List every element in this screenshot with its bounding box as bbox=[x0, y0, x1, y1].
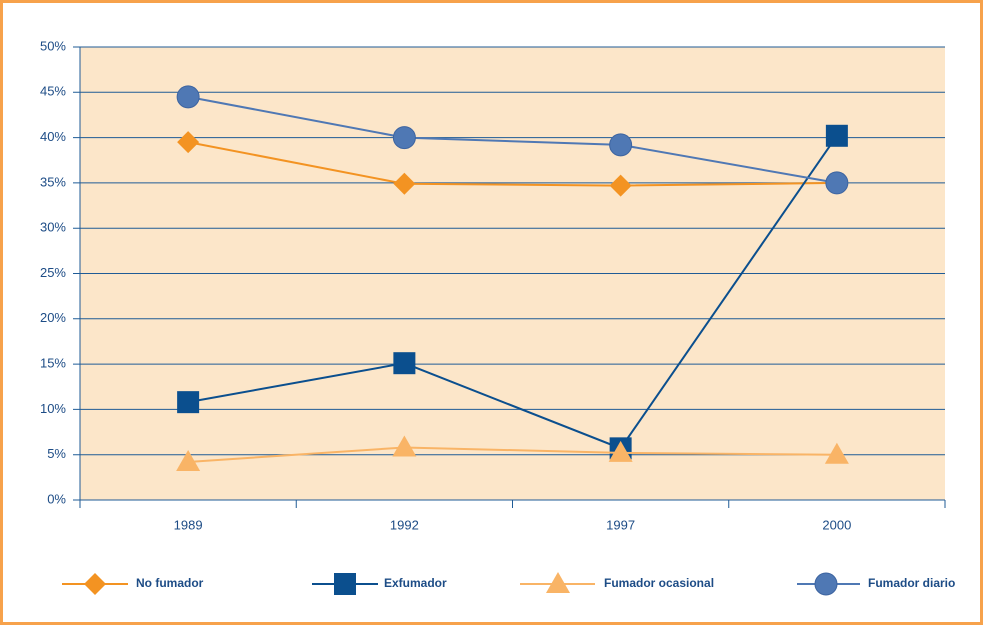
x-tick-label: 1989 bbox=[174, 517, 203, 532]
y-tick-label: 5% bbox=[47, 446, 66, 461]
series-line bbox=[187, 135, 838, 450]
point bbox=[176, 85, 200, 109]
series-line bbox=[187, 95, 838, 184]
point bbox=[177, 131, 200, 154]
point bbox=[824, 442, 849, 464]
point bbox=[392, 126, 416, 150]
x-tick-label: 1992 bbox=[390, 517, 419, 532]
series-line bbox=[188, 446, 837, 463]
point bbox=[609, 133, 633, 157]
point bbox=[609, 174, 632, 197]
point bbox=[825, 171, 849, 195]
legend-label: Fumador diario bbox=[868, 576, 955, 590]
legend-marker bbox=[84, 573, 106, 595]
legend-label: No fumador bbox=[136, 576, 204, 590]
legend-marker bbox=[546, 572, 570, 593]
x-tick-label: 1997 bbox=[606, 517, 635, 532]
y-tick-label: 50% bbox=[40, 38, 66, 53]
point bbox=[393, 352, 416, 375]
point bbox=[176, 449, 201, 471]
y-tick-label: 0% bbox=[47, 491, 66, 506]
point bbox=[392, 435, 417, 457]
y-tick-label: 35% bbox=[40, 174, 66, 189]
y-tick-label: 15% bbox=[40, 356, 66, 371]
y-tick-label: 30% bbox=[40, 220, 66, 235]
y-tick-label: 40% bbox=[40, 129, 66, 144]
point bbox=[825, 124, 848, 147]
legend-label: Fumador ocasional bbox=[604, 576, 714, 590]
y-tick-label: 20% bbox=[40, 310, 66, 325]
y-tick-label: 45% bbox=[40, 84, 66, 99]
legend-label: Exfumador bbox=[384, 576, 447, 590]
point bbox=[608, 440, 633, 462]
point bbox=[177, 391, 200, 414]
series-line bbox=[187, 141, 837, 187]
legend-marker bbox=[334, 573, 356, 595]
legend-marker bbox=[814, 572, 838, 596]
y-tick-label: 25% bbox=[40, 265, 66, 280]
point bbox=[393, 172, 416, 195]
y-tick-label: 10% bbox=[40, 401, 66, 416]
x-tick-label: 2000 bbox=[822, 517, 851, 532]
